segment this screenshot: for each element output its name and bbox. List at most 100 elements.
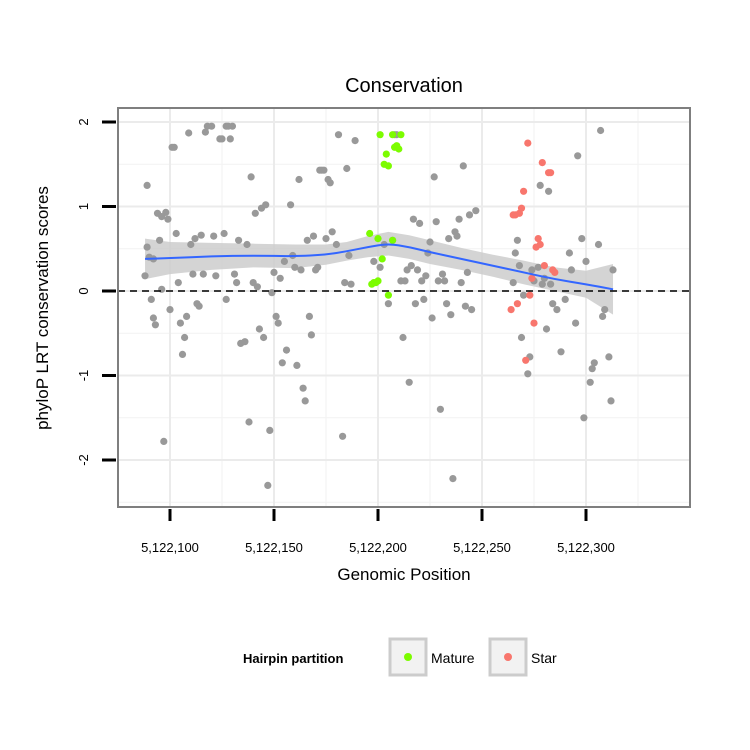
data-point — [241, 338, 249, 346]
data-point — [191, 235, 199, 243]
data-point-mature — [384, 291, 392, 299]
data-point-star — [522, 356, 530, 364]
data-point — [399, 333, 407, 342]
data-point-mature — [384, 162, 392, 170]
data-point — [426, 238, 434, 246]
data-point — [449, 475, 457, 483]
data-point — [322, 235, 330, 243]
data-point — [582, 257, 590, 265]
data-point — [601, 306, 609, 314]
legend-label-star: Star — [531, 650, 557, 666]
x-tick-label: 5,122,250 — [453, 540, 511, 555]
data-point-star — [507, 306, 515, 314]
y-tick-label: -2 — [76, 454, 91, 466]
data-point — [384, 300, 392, 308]
data-point — [268, 289, 276, 297]
data-point — [141, 272, 149, 280]
data-point — [245, 418, 253, 426]
smooth-ribbon-layer — [145, 231, 614, 315]
data-point — [233, 279, 241, 287]
legend: Hairpin partition Mature Star — [243, 637, 557, 677]
data-point — [343, 164, 351, 173]
data-point — [447, 311, 455, 319]
data-point — [405, 378, 413, 386]
data-point-star — [534, 235, 542, 243]
data-point — [264, 481, 272, 489]
data-point — [455, 215, 463, 223]
data-point — [162, 208, 170, 216]
data-point — [430, 173, 438, 181]
data-point — [170, 143, 178, 151]
data-point — [280, 257, 288, 265]
data-point — [520, 291, 528, 299]
data-point — [534, 263, 542, 271]
data-point — [282, 346, 291, 354]
data-point — [411, 300, 419, 308]
data-point-star — [526, 291, 534, 299]
data-point — [599, 312, 607, 320]
legend-dot-mature — [404, 653, 412, 661]
data-point-star — [520, 187, 528, 195]
data-point — [272, 312, 280, 320]
data-point — [208, 122, 216, 130]
data-point — [255, 325, 263, 333]
data-point — [542, 325, 551, 333]
data-point — [547, 280, 555, 288]
data-point-star — [547, 169, 555, 177]
legend-dot-star — [504, 653, 512, 661]
x-tick-label: 5,122,200 — [349, 540, 407, 555]
data-point — [235, 236, 243, 244]
data-point — [149, 314, 157, 322]
data-point — [351, 137, 359, 145]
data-point — [253, 283, 261, 291]
data-point — [472, 207, 480, 215]
data-point — [513, 236, 522, 244]
data-point — [465, 211, 474, 219]
data-point — [222, 295, 230, 303]
data-point — [567, 266, 576, 274]
data-point — [565, 249, 574, 257]
data-point-star — [538, 159, 546, 167]
data-point — [328, 228, 336, 236]
data-point-star — [513, 300, 522, 308]
data-point-mature — [378, 255, 386, 263]
data-point — [332, 240, 340, 249]
data-point — [178, 350, 187, 358]
smooth-confidence-ribbon — [145, 231, 614, 315]
data-point — [278, 359, 286, 367]
panel-background — [118, 108, 690, 507]
data-point-star — [536, 240, 544, 249]
x-tick-label: 5,122,100 — [141, 540, 199, 555]
data-point — [572, 319, 580, 327]
data-point — [295, 175, 303, 184]
data-point — [270, 268, 278, 276]
data-point — [303, 236, 311, 244]
data-point — [341, 279, 349, 287]
legend-title: Hairpin partition — [243, 651, 343, 666]
data-point — [176, 319, 184, 327]
data-point — [413, 266, 422, 274]
data-point — [151, 321, 159, 329]
data-point — [297, 266, 305, 274]
data-point — [515, 262, 524, 270]
data-point — [262, 201, 270, 209]
data-point — [607, 397, 615, 405]
data-point-mature — [382, 150, 390, 158]
data-point — [517, 333, 526, 342]
data-point — [509, 279, 517, 287]
data-point — [438, 270, 447, 278]
data-point — [574, 152, 582, 160]
data-point-mature — [366, 229, 374, 238]
y-axis-title: phyloP LRT conservation scores — [33, 186, 52, 430]
data-point — [536, 181, 544, 189]
x-tick-label: 5,122,150 — [245, 540, 303, 555]
data-point — [407, 262, 415, 270]
data-point-star — [524, 139, 532, 147]
data-point — [195, 302, 203, 310]
data-point — [174, 279, 182, 287]
data-point — [158, 285, 166, 293]
data-point — [230, 270, 239, 278]
data-point — [609, 266, 617, 274]
data-point — [594, 240, 603, 249]
